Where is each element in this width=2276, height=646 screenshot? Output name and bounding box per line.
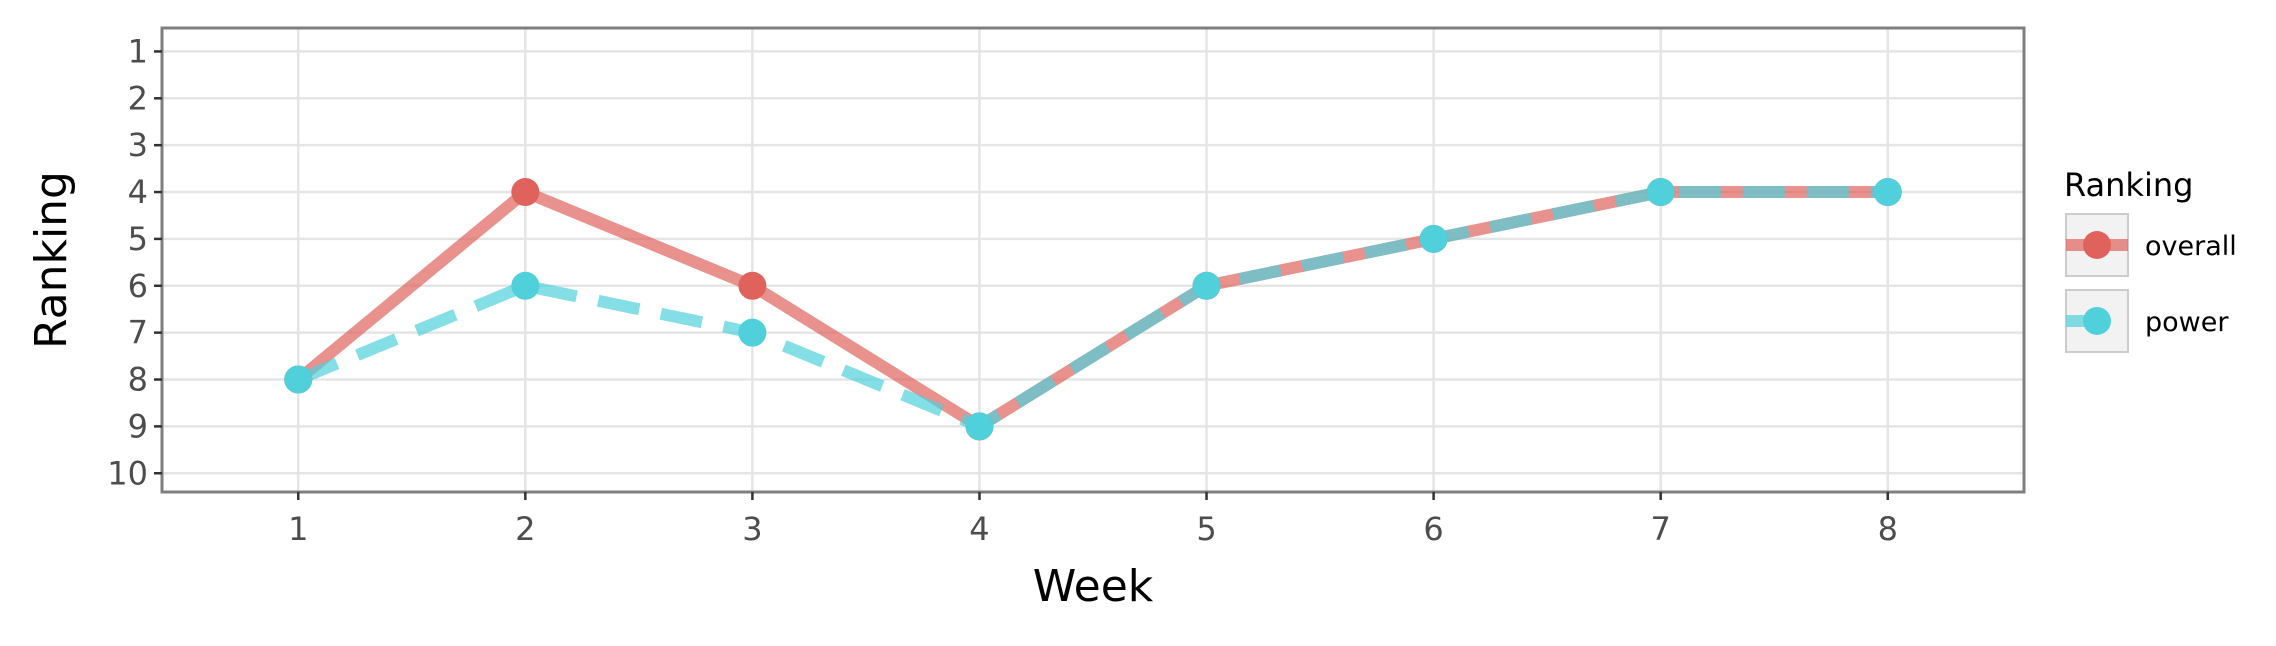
x-tick-label: 6 — [1423, 510, 1443, 548]
y-tick-label: 4 — [128, 173, 148, 211]
legend-key-point — [2083, 231, 2111, 259]
y-tick-label: 10 — [107, 454, 148, 492]
grid — [162, 28, 2024, 492]
legend-label-overall: overall — [2145, 231, 2237, 262]
x-tick-label: 3 — [742, 510, 762, 548]
legend-key-point — [2083, 307, 2111, 335]
y-tick-label: 3 — [128, 126, 148, 164]
x-tick-label: 7 — [1651, 510, 1671, 548]
x-tick-label: 2 — [515, 510, 535, 548]
data-point-power — [965, 412, 994, 441]
data-point-overall — [511, 178, 540, 207]
y-tick-label: 6 — [128, 267, 148, 305]
x-tick-label: 5 — [1196, 510, 1216, 548]
series-line-power — [295, 186, 1888, 433]
y-tick-label: 9 — [128, 407, 148, 445]
y-tick-label: 7 — [128, 314, 148, 352]
x-axis-title: Week — [1033, 561, 1154, 612]
legend: Ranking overall power — [2064, 166, 2237, 353]
plot-frame — [160, 26, 2026, 494]
plot-panel — [162, 28, 2024, 492]
legend-label-power: power — [2145, 307, 2229, 338]
y-tick-label: 5 — [128, 220, 148, 258]
legend-title: Ranking — [2064, 166, 2193, 204]
data-point-power — [1873, 178, 1902, 207]
series-points — [284, 178, 1902, 441]
axis-ticks: 1 2 3 4 5 6 7 8 1 2 3 4 5 6 7 8 9 10 — [107, 32, 1898, 548]
y-tick-label: 2 — [128, 79, 148, 117]
data-point-power — [284, 365, 313, 394]
x-tick-label: 1 — [288, 510, 308, 548]
series-lines — [294, 186, 1888, 433]
data-point-power — [511, 271, 540, 300]
y-tick-label: 8 — [128, 361, 148, 399]
x-tick-label: 4 — [969, 510, 989, 548]
data-point-overall — [738, 271, 767, 300]
y-tick-label: 1 — [128, 32, 148, 70]
data-point-power — [738, 318, 767, 347]
data-point-power — [1419, 224, 1448, 253]
y-axis-title: Ranking — [26, 171, 77, 349]
data-point-power — [1646, 178, 1675, 207]
x-tick-label: 8 — [1878, 510, 1898, 548]
data-point-power — [1192, 271, 1221, 300]
